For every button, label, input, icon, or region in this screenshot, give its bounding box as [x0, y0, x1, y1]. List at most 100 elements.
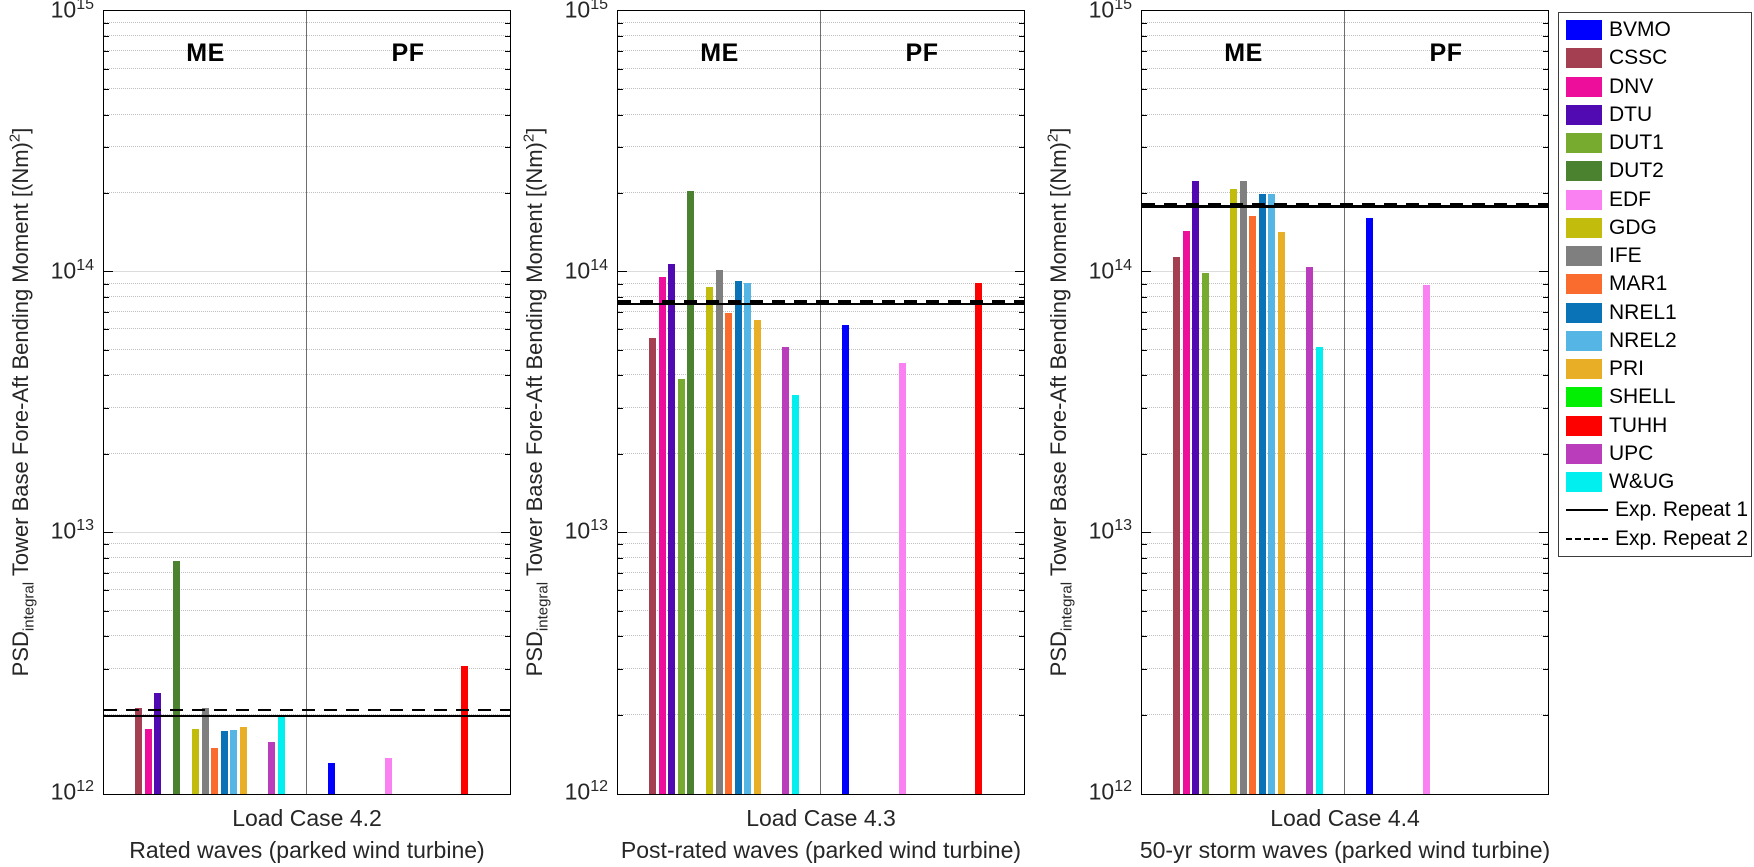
axis-tick-minor — [1019, 375, 1024, 377]
bar-me-DUT2 — [687, 191, 695, 794]
axis-tick-minor — [104, 350, 109, 352]
legend-item-NREL1: NREL1 — [1559, 301, 1751, 325]
bar-me-DTU — [154, 692, 162, 794]
axis-tick-minor — [104, 407, 109, 409]
legend-swatch-DUT1 — [1566, 133, 1602, 154]
axis-tick-minor — [618, 312, 623, 314]
bar-me-IFE — [1239, 180, 1247, 794]
axis-tick-minor — [505, 147, 510, 149]
x-label-line2: 50-yr storm waves (parked wind turbine) — [1139, 837, 1551, 863]
legend-item-DNV: DNV — [1559, 75, 1751, 99]
x-axis-label: Load Case 4.3 Post-rated waves (parked w… — [577, 802, 1065, 866]
bar-me-DUT2 — [173, 560, 181, 794]
axis-tick-minor — [104, 375, 109, 377]
axis-tick-minor — [1543, 636, 1548, 638]
axis-tick-minor — [1543, 590, 1548, 592]
y-tick-label-1e13: 1013 — [1088, 517, 1132, 544]
axis-tick-major — [618, 531, 627, 534]
bar-me-NREL2 — [230, 730, 238, 794]
exp-repeat-1-line — [618, 302, 1024, 306]
axis-tick-minor — [1543, 610, 1548, 612]
bar-me-DUT1 — [677, 379, 685, 794]
axis-tick-major — [104, 270, 113, 273]
axis-tick-minor — [618, 636, 623, 638]
y-tick-label-1e13: 1013 — [50, 517, 94, 544]
subplot-load-case-4-2: PSDintegral Tower Base Fore-Aft Bending … — [0, 0, 514, 867]
legend-label-MAR1: MAR1 — [1609, 272, 1668, 296]
axis-tick-minor — [505, 350, 510, 352]
legend-item-CSSC: CSSC — [1559, 46, 1751, 70]
legend-label-GDG: GDG — [1609, 215, 1657, 239]
bar-me-NREL2 — [744, 283, 752, 794]
section-label-pf: PF — [905, 39, 939, 67]
y-tick-label-1e13: 1013 — [564, 517, 608, 544]
bar-me-CSSC — [1173, 256, 1181, 794]
legend-swatch-TUHH — [1566, 415, 1602, 436]
legend-label-NREL2: NREL2 — [1609, 328, 1677, 352]
bar-me-NREL1 — [1258, 194, 1266, 794]
section-label-pf: PF — [1429, 39, 1463, 67]
me-pf-divider — [1343, 11, 1346, 794]
axis-tick-minor — [104, 544, 109, 546]
axis-tick-minor — [1543, 668, 1548, 670]
x-axis-label: Load Case 4.2 Rated waves (parked wind t… — [63, 802, 551, 866]
axis-tick-minor — [1142, 51, 1147, 53]
y-axis-title: PSDintegral Tower Base Fore-Aft Bending … — [520, 127, 552, 677]
axis-tick-minor — [505, 590, 510, 592]
legend-label-exp-repeat-1: Exp. Repeat 1 — [1615, 498, 1749, 522]
axis-tick-minor — [618, 89, 623, 91]
bar-me-W&UG — [1315, 346, 1323, 794]
legend-item-UPC: UPC — [1559, 442, 1751, 466]
axis-tick-minor — [1019, 193, 1024, 195]
axis-tick-minor — [505, 51, 510, 53]
legend-item-W&UG: W&UG — [1559, 470, 1751, 494]
axis-tick-minor — [1142, 557, 1147, 559]
bar-pf-TUHH — [461, 665, 469, 794]
axis-tick-minor — [1543, 147, 1548, 149]
axis-tick-minor — [1543, 296, 1548, 298]
bar-me-IFE — [715, 270, 723, 794]
axis-tick-major — [104, 531, 113, 534]
axis-tick-minor — [1142, 36, 1147, 38]
subplot-load-case-4-4: PSDintegral Tower Base Fore-Aft Bending … — [1038, 0, 1552, 867]
x-label-line1: Load Case 4.2 — [232, 805, 382, 831]
bar-me-GDG — [192, 728, 200, 794]
exp-repeat-2-line — [1142, 203, 1548, 206]
axis-tick-minor — [1142, 590, 1147, 592]
bar-pf-EDF — [899, 363, 907, 794]
axis-tick-minor — [618, 296, 623, 298]
axis-tick-minor — [1019, 350, 1024, 352]
axis-tick-minor — [505, 636, 510, 638]
legend-swatch-PRI — [1566, 359, 1602, 380]
y-tick-label-1e12: 1012 — [50, 778, 94, 805]
y-axis-title: PSDintegral Tower Base Fore-Aft Bending … — [6, 127, 38, 677]
axis-tick-minor — [618, 544, 623, 546]
legend-label-DNV: DNV — [1609, 74, 1654, 98]
bar-me-GDG — [1230, 188, 1238, 794]
axis-tick-minor — [1142, 296, 1147, 298]
bar-pf-BVMO — [328, 762, 335, 794]
legend-item-MAR1: MAR1 — [1559, 272, 1751, 296]
axis-tick-minor — [618, 51, 623, 53]
axis-tick-minor — [618, 714, 623, 716]
legend-label-IFE: IFE — [1609, 244, 1642, 268]
bar-me-PRI — [753, 319, 761, 794]
bar-me-PRI — [1277, 232, 1285, 794]
axis-tick-minor — [1142, 147, 1147, 149]
legend-label-UPC: UPC — [1609, 441, 1654, 465]
axis-tick-minor — [1543, 407, 1548, 409]
x-label-line2: Rated waves (parked wind turbine) — [129, 837, 485, 863]
subplot-load-case-4-3: PSDintegral Tower Base Fore-Aft Bending … — [514, 0, 1028, 867]
axis-tick-minor — [1019, 572, 1024, 574]
axis-tick-minor — [104, 283, 109, 285]
axis-tick-minor — [618, 36, 623, 38]
bar-me-DNV — [144, 729, 152, 794]
axis-tick-minor — [1142, 68, 1147, 70]
legend-swatch-UPC — [1566, 443, 1602, 464]
axis-tick-minor — [1019, 51, 1024, 53]
bar-pf-EDF — [385, 758, 393, 794]
legend-swatch-SHELL — [1566, 387, 1602, 408]
legend-swatch-DTU — [1566, 104, 1602, 125]
axis-tick-minor — [104, 193, 109, 195]
y-tick-label-1e15: 1015 — [50, 0, 94, 23]
